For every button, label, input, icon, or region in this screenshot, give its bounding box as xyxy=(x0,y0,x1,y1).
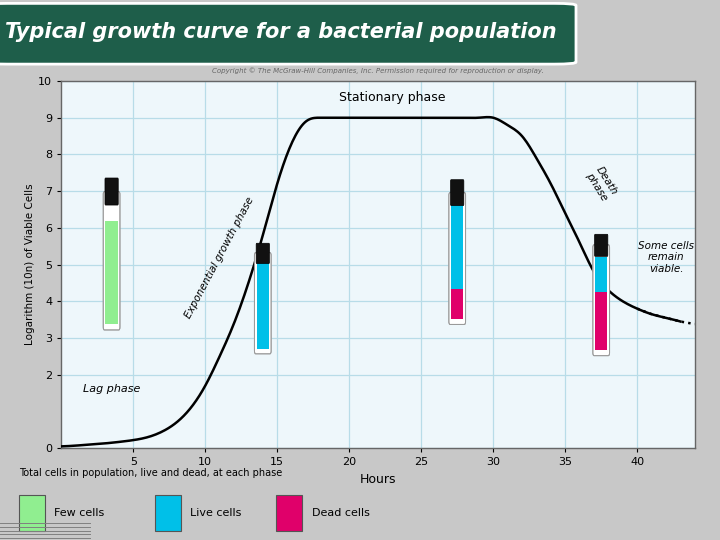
FancyBboxPatch shape xyxy=(593,245,610,356)
Bar xyxy=(276,495,302,531)
Text: Exponential growth phase: Exponential growth phase xyxy=(184,195,256,320)
Text: Live cells: Live cells xyxy=(190,508,241,518)
Text: Some cells
remain
viable.: Some cells remain viable. xyxy=(638,241,694,274)
Bar xyxy=(155,495,181,531)
Text: Lag phase: Lag phase xyxy=(83,384,140,394)
FancyBboxPatch shape xyxy=(595,234,608,256)
Bar xyxy=(451,289,464,319)
Text: Stationary phase: Stationary phase xyxy=(339,91,446,104)
Bar xyxy=(105,221,118,324)
FancyBboxPatch shape xyxy=(0,3,576,64)
FancyBboxPatch shape xyxy=(451,180,464,206)
Bar xyxy=(595,292,608,350)
Text: Few cells: Few cells xyxy=(54,508,104,518)
Y-axis label: Logarithm (10n) of Viable Cells: Logarithm (10n) of Viable Cells xyxy=(25,184,35,346)
FancyBboxPatch shape xyxy=(105,178,118,205)
FancyBboxPatch shape xyxy=(254,253,271,354)
X-axis label: Hours: Hours xyxy=(360,473,396,486)
Text: Copyright © The McGraw-Hill Companies, Inc. Permission required for reproduction: Copyright © The McGraw-Hill Companies, I… xyxy=(212,67,544,73)
FancyBboxPatch shape xyxy=(256,243,269,264)
FancyBboxPatch shape xyxy=(103,192,120,330)
FancyBboxPatch shape xyxy=(449,193,466,325)
Bar xyxy=(19,495,45,531)
Bar xyxy=(595,258,608,292)
Bar xyxy=(451,200,464,289)
Text: Total cells in population, live and dead, at each phase: Total cells in population, live and dead… xyxy=(19,468,282,478)
Text: Typical growth curve for a bacterial population: Typical growth curve for a bacterial pop… xyxy=(5,22,557,43)
Text: Dead cells: Dead cells xyxy=(312,508,369,518)
Bar xyxy=(256,261,269,349)
Text: Death
phase: Death phase xyxy=(584,165,618,203)
